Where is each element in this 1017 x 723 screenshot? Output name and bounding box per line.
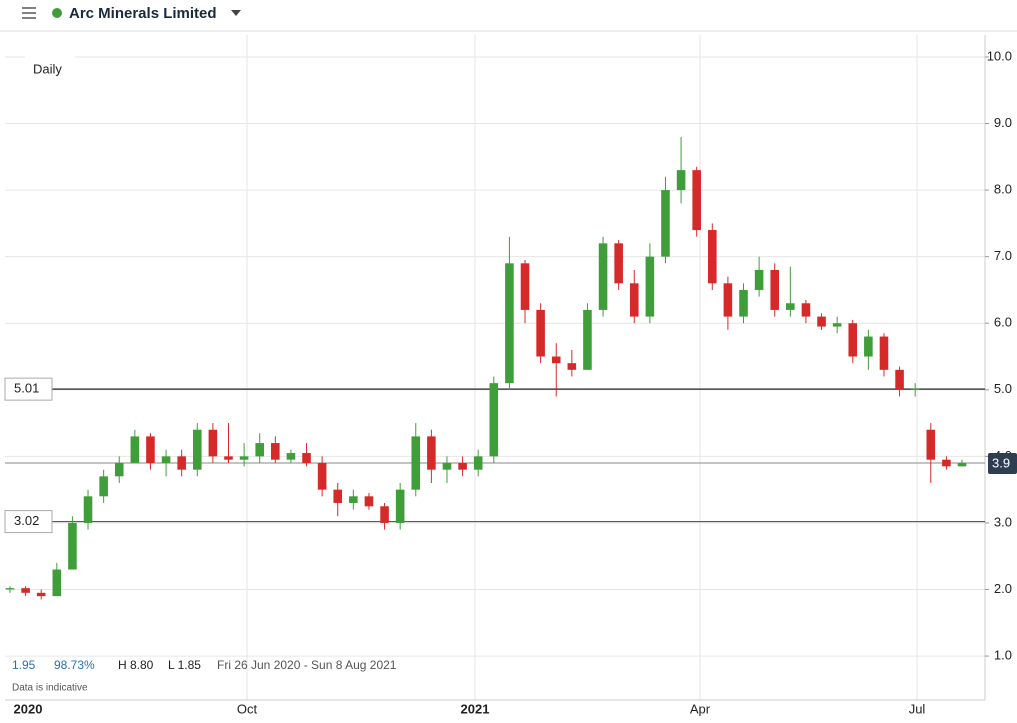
candle-body [271,443,280,460]
header-bar [0,0,1017,30]
interval-label[interactable]: Daily [33,61,62,76]
y-tick-label: 2.0 [994,581,1012,596]
candle-body [786,303,795,310]
candle-body [801,303,811,317]
candle-body [99,476,108,497]
candle-body [317,463,327,490]
x-tick-label: Jul [909,701,926,716]
y-tick-label: 6.0 [994,315,1012,330]
instrument-title[interactable]: Arc Minerals Limited [69,5,217,22]
y-tick-label: 9.0 [994,115,1012,130]
stat-high: H 8.80 [118,658,154,672]
candle-body [473,456,483,470]
status-dot [52,8,62,18]
date-range: Fri 26 Jun 2020 - Sun 8 Aug 2021 [217,658,397,672]
candle-body [598,243,608,310]
candle-body [536,309,545,357]
y-tick-label: 8.0 [994,182,1012,197]
x-tick-label: 2021 [461,701,490,716]
x-tick-label: 2020 [14,701,43,716]
candle-body [754,269,764,290]
candle-body [161,456,171,464]
y-tick-label: 5.0 [994,381,1012,396]
candle-body [380,506,389,523]
candle-body [21,588,30,593]
candle-body [489,383,499,457]
candle-body [333,489,343,503]
candle-body [442,463,452,470]
y-tick-label: 7.0 [994,248,1012,263]
candle-body [302,453,311,464]
stat-low: L 1.85 [168,658,201,672]
candle-body [661,190,670,257]
candle-body [832,323,842,327]
candle-body [286,453,296,460]
candle-body [817,316,826,327]
candle-body [5,588,15,590]
candle-body [239,456,249,460]
price-line-label: 5.01 [14,381,39,396]
y-tick-label: 1.0 [994,648,1012,663]
candle-body [583,309,592,370]
stat-change: 98.73% [54,658,95,672]
dropdown-caret[interactable] [231,10,241,16]
candle-body [614,243,623,284]
last-price-label: 3.9 [992,455,1010,470]
candle-body [411,436,421,490]
candle-body [36,592,46,597]
candle-body [520,263,530,310]
candle-body [114,463,124,477]
candle-body [645,256,655,317]
candle-body [879,336,889,370]
candle-body [395,489,405,523]
candle-body [864,336,873,357]
candle-body [224,456,233,460]
candle-body [692,170,701,231]
candle-body [910,388,920,390]
x-tick-label: Apr [690,701,711,716]
candle-body [208,429,218,457]
candle-body [942,459,951,467]
candle-body [146,436,155,464]
candle-body [629,283,639,317]
candle-body [192,429,202,470]
candle-body [364,496,374,507]
y-tick-label: 3.0 [994,514,1012,529]
y-tick-label: 10.0 [987,48,1012,63]
candle-body [723,283,733,317]
candle-body [83,496,93,523]
candle-body [708,230,717,284]
menu-icon[interactable] [22,7,36,19]
candle-body [349,496,358,503]
price-line-label: 3.02 [14,513,39,528]
candle-body [52,569,62,597]
stat-last: 1.95 [12,658,36,672]
last-price-tag [988,453,1017,475]
candle-body [551,356,561,364]
candle-body [926,429,936,460]
candle-body [68,522,77,570]
candle-body [770,269,780,310]
candle-body [957,463,967,467]
candle-body [505,263,514,384]
candle-body [130,436,140,464]
candle-body [177,456,186,470]
candle-body [676,170,686,191]
candle-body [567,363,577,370]
note: Data is indicative [12,683,88,694]
candle-body [255,443,264,457]
price-line-tag [4,510,53,534]
candle-body [895,369,904,390]
price-line-tag [4,377,53,401]
candle-body [848,323,858,357]
candle-body [739,289,748,317]
candle-body [427,436,436,470]
x-tick-label: Oct [237,701,258,716]
interval-box [25,55,75,83]
candle-body [458,463,467,470]
